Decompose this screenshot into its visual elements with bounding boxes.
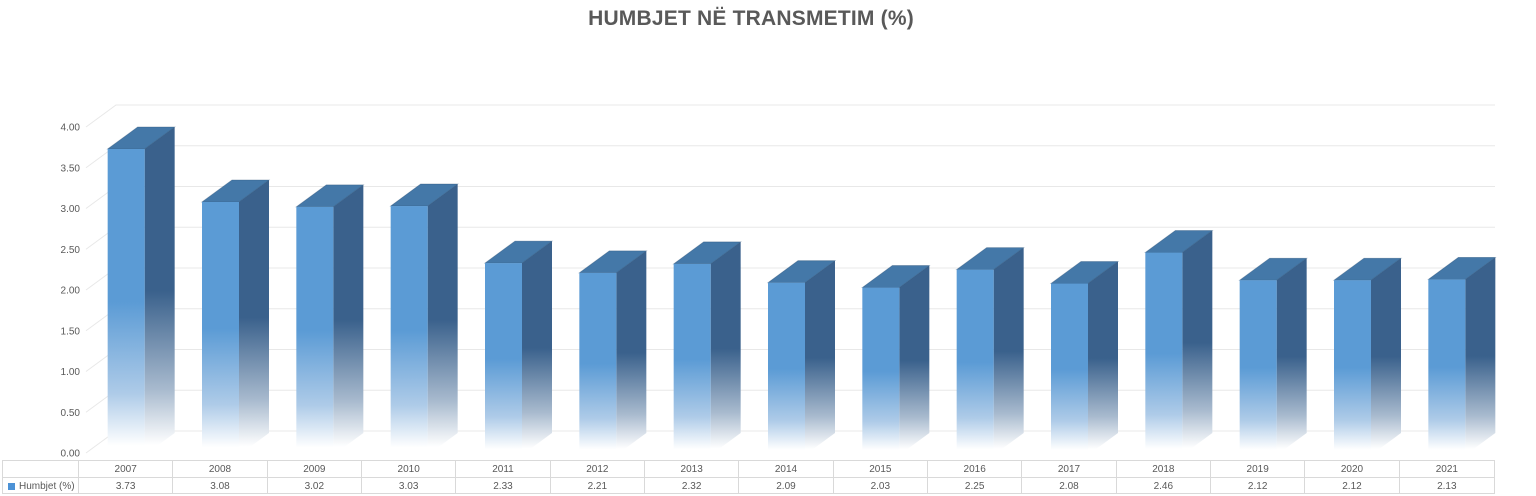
bar-side-face — [1465, 257, 1496, 455]
y-axis-tick-label: 2.50 — [61, 245, 81, 256]
bar-2016 — [955, 247, 1025, 455]
bar-2017 — [1049, 261, 1120, 455]
value-cell: 2.13 — [1437, 480, 1457, 492]
bar-2018 — [1144, 230, 1214, 455]
y-axis-tick-label: 1.00 — [61, 367, 81, 378]
value-cell: 3.02 — [268, 478, 362, 494]
y-axis-tick-label: 4.00 — [61, 123, 81, 134]
bar-front-face — [673, 263, 711, 455]
bar-2009 — [295, 184, 365, 455]
year-cell: 2014 — [739, 461, 834, 478]
bar-side-face — [1371, 258, 1401, 455]
value-cell: 2.12 — [1305, 478, 1400, 494]
bar-2015 — [861, 265, 931, 455]
bar-front-face — [579, 272, 617, 455]
bar-side-face — [239, 179, 269, 456]
chart-title: HUMBJET NË TRANSMETIM (%) — [588, 7, 914, 30]
legend-item: Humbjet (%) — [3, 478, 79, 494]
value-cell: 2.25 — [928, 478, 1023, 494]
bar-front-face — [390, 206, 428, 455]
value-cell: 2.03 — [834, 478, 928, 494]
legend-swatch-icon — [8, 482, 15, 490]
gridline — [85, 104, 1495, 128]
value-cell: 2.12 — [1211, 478, 1306, 494]
value-cell: 2.33 — [456, 478, 551, 494]
bar-side-face — [1182, 230, 1213, 455]
year-cell: 2007 — [79, 461, 174, 478]
bar-side-face — [1088, 261, 1118, 455]
value-cell: 3.08 — [173, 478, 268, 494]
bar-side-face — [899, 265, 930, 455]
year-cell: 2016 — [928, 461, 1023, 478]
bar-front-face — [768, 282, 805, 455]
year-cell: 2008 — [173, 461, 268, 478]
year-cell: 2019 — [1211, 461, 1306, 478]
y-axis-tick-label: 2.00 — [61, 286, 81, 297]
year-cell: 2011 — [456, 461, 551, 478]
bar-2014 — [766, 260, 837, 455]
value-cell: 2.08 — [1022, 478, 1117, 494]
bar-2013 — [672, 241, 742, 455]
bar-2008 — [200, 179, 271, 456]
bar-side-face — [805, 260, 835, 455]
bar-2007 — [106, 126, 176, 455]
value-cell: 2.09 — [739, 478, 834, 494]
value-cell: 3.73 — [79, 478, 174, 494]
table-corner-cell — [3, 461, 79, 478]
bar-front-face — [107, 149, 145, 455]
bar-front-face — [485, 263, 522, 455]
bar-2011 — [483, 240, 554, 455]
bar-side-face — [427, 184, 458, 455]
year-cell: 2013 — [645, 461, 740, 478]
y-axis-tick-label: 0.00 — [61, 449, 81, 460]
year-cell: 2010 — [362, 461, 457, 478]
bar-front-face — [1239, 280, 1277, 455]
bar-front-face — [296, 206, 334, 455]
value-cell: 2.32 — [645, 478, 740, 494]
bar-2010 — [389, 183, 459, 455]
y-axis-tick-label: 3.00 — [61, 204, 81, 215]
bar-side-face — [616, 250, 647, 455]
year-cell: 2020 — [1305, 461, 1400, 478]
bar-front-face — [1051, 283, 1088, 455]
legend-label: Humbjet (%) — [19, 480, 75, 492]
data-table: 2007 2008 2009 2010 2011 2012 2013 2014 2015 2016… — [2, 460, 1495, 494]
bar-side-face — [144, 127, 175, 455]
bar-front-face — [1145, 252, 1183, 455]
year-cell: 2009 — [267, 461, 362, 478]
value-cell: 2.46 — [1117, 478, 1211, 494]
bar-2019 — [1238, 257, 1308, 455]
bar-front-face — [1334, 280, 1371, 455]
bar-side-face — [993, 247, 1024, 455]
year-cell: 2018 — [1116, 461, 1211, 478]
bar-side-face — [1276, 258, 1307, 455]
y-axis-tick-label: 3.50 — [61, 163, 81, 174]
bar-front-face — [956, 269, 994, 455]
bar-front-face — [862, 287, 900, 455]
bar-2012 — [578, 250, 648, 455]
value-cell: 2.21 — [551, 478, 645, 494]
bar-side-face — [710, 241, 741, 455]
year-cell: 2012 — [550, 461, 645, 478]
value-cell: 3.03 — [362, 478, 457, 494]
bar-side-face — [522, 241, 552, 455]
bar-2020 — [1332, 257, 1403, 455]
y-axis-tick-label: 1.50 — [61, 326, 81, 337]
bar-side-face — [333, 184, 364, 455]
year-cell: 2021 — [1399, 461, 1494, 478]
bar-2021 — [1427, 257, 1497, 455]
bar-front-face — [1428, 279, 1466, 455]
y-axis-tick-label: 0.50 — [61, 408, 81, 419]
year-cell: 2015 — [833, 461, 928, 478]
year-cell: 2017 — [1022, 461, 1117, 478]
bar-front-face — [202, 201, 239, 455]
gridline — [85, 145, 1495, 169]
gridline — [85, 186, 1495, 209]
